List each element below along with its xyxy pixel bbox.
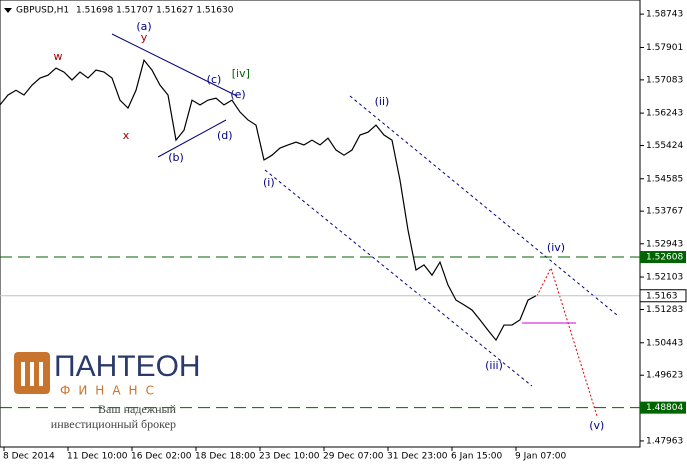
wave-label: (c) xyxy=(207,73,222,86)
y-tick-label: 1.55424 xyxy=(646,141,683,151)
y-tick-label: 1.50443 xyxy=(646,338,683,348)
logo-column xyxy=(21,362,25,386)
wave-label: (e) xyxy=(230,88,245,101)
x-tick-label: 8 Dec 2014 xyxy=(3,452,55,462)
current-price-label: 1.5163 xyxy=(646,291,678,301)
x-tick-label: 18 Dec 18:00 xyxy=(195,452,256,462)
y-tick-label: 1.52103 xyxy=(646,273,683,283)
wave-lines xyxy=(111,33,618,417)
logo-column xyxy=(30,362,34,386)
wave-label: y xyxy=(141,31,148,44)
y-tick-label: 1.57083 xyxy=(646,75,683,85)
y-tick-label: 1.56243 xyxy=(646,109,683,119)
logo-sub: ФИНАНС xyxy=(60,384,162,398)
level-label: 1.52608 xyxy=(646,253,683,263)
wave-label: w xyxy=(54,50,63,63)
x-tick-label: 23 Dec 10:00 xyxy=(259,452,320,462)
y-tick-label: 1.47963 xyxy=(646,436,683,446)
wave-label: (d) xyxy=(217,129,233,142)
wave-label: [iv] xyxy=(232,67,250,80)
x-tick-label: 6 Jan 15:00 xyxy=(451,452,503,462)
wave-label: (b) xyxy=(168,151,184,164)
wave-label: (v) xyxy=(589,419,604,432)
logo-name: ПАНТЕОН xyxy=(54,350,201,383)
y-tick-label: 1.58743 xyxy=(646,10,683,20)
trend-line xyxy=(111,33,238,97)
y-tick-label: 1.51283 xyxy=(646,305,683,315)
current-price-tag xyxy=(639,289,687,303)
trend-line xyxy=(157,119,227,158)
chart-subtitle: 1.51698 1.51707 1.51627 1.51630 xyxy=(76,6,234,16)
logo-line: инвестиционный брокер xyxy=(51,417,176,431)
chart-title: GBPUSD,H1 xyxy=(16,6,69,16)
level-label: 1.48804 xyxy=(646,403,683,413)
y-tick-label: 1.52943 xyxy=(646,239,683,249)
x-tick-label: 31 Dec 23:00 xyxy=(387,452,448,462)
y-tick-label: 1.57901 xyxy=(646,43,683,53)
wave-label: x xyxy=(123,129,130,142)
logo: ПАНТЕОН ФИНАНС Ваш надежный инвестиционн… xyxy=(14,350,201,431)
price-line xyxy=(0,58,537,342)
x-tick-label: 16 Dec 02:00 xyxy=(131,452,192,462)
level-tag xyxy=(640,251,686,264)
wave-label: (i) xyxy=(263,176,275,189)
logo-line: Ваш надежный xyxy=(98,402,177,416)
y-tick-label: 1.53767 xyxy=(646,207,683,217)
wave-label: (a) xyxy=(136,20,151,33)
menu-arrow[interactable] xyxy=(4,8,12,13)
logo-column xyxy=(39,362,43,386)
x-tick-label: 29 Dec 07:00 xyxy=(323,452,384,462)
wave-label: (ii) xyxy=(375,95,390,108)
x-tick-label: 9 Jan 07:00 xyxy=(515,452,567,462)
wave-label: (iii) xyxy=(485,359,503,372)
x-tick-label: 11 Dec 10:00 xyxy=(67,452,128,462)
level-tag xyxy=(640,401,686,414)
wave-label: (iv) xyxy=(547,241,565,254)
y-tick-label: 1.54585 xyxy=(646,174,683,184)
y-tick-label: 1.49623 xyxy=(646,371,683,381)
